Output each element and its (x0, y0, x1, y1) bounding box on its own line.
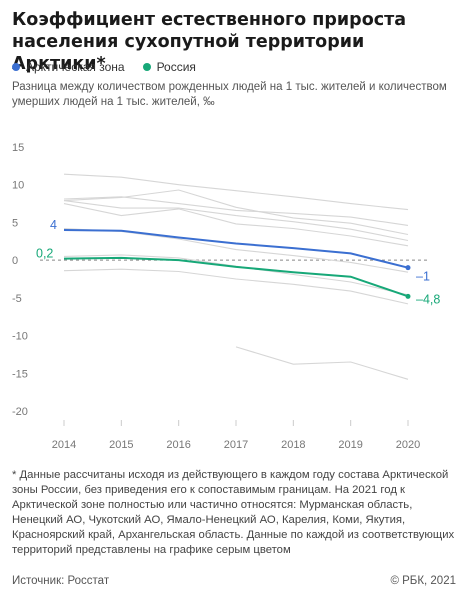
legend-item-russia: Россия (142, 60, 196, 74)
region-line (63, 189, 409, 236)
region-line (63, 173, 409, 211)
legend-dot-arctic (12, 63, 20, 71)
arctic-zone-line (63, 229, 409, 269)
y-tick-label: 10 (12, 180, 24, 192)
copyright-label: © РБК, 2021 (390, 575, 456, 587)
legend-item-arctic: Арктическая зона (12, 60, 125, 74)
x-tick-label: 2020 (396, 439, 420, 451)
region-line (63, 268, 409, 305)
legend-dot-russia (142, 63, 151, 71)
y-tick-label: -5 (12, 293, 22, 305)
x-tick-label: 2017 (224, 439, 248, 451)
region-line (63, 203, 409, 247)
russia-line (63, 256, 409, 298)
russia-line-end-point (405, 293, 411, 299)
x-tick-label: 2019 (338, 439, 362, 451)
line-chart: 15 10 5 0 -5 -10 -15 -20 2014 2015 2016 2017 2018 201… (12, 142, 440, 451)
y-tick-label: 15 (12, 142, 24, 154)
y-tick-label: 0 (12, 255, 18, 267)
legend-label-arctic: Арктическая зона (26, 60, 125, 74)
x-tick-label: 2014 (52, 439, 76, 451)
legend-label-russia: Россия (156, 60, 196, 74)
y-tick-label: -10 (12, 331, 28, 343)
x-tick-label: 2016 (166, 439, 190, 451)
chart-title: Коэффициент естественного прироста насел… (12, 10, 407, 74)
x-tick-label: 2018 (281, 439, 305, 451)
arctic-zone-line-last-label: –1 (416, 270, 430, 284)
y-tick-label: 5 (12, 217, 18, 229)
source-label: Источник: Росстат (12, 575, 110, 587)
legend: Арктическая зона Россия (12, 60, 214, 74)
arctic-zone-line-first-label: 4 (50, 218, 57, 232)
russia-line-last-label: –4,8 (416, 292, 440, 306)
region-line (63, 254, 409, 296)
y-tick-label: -20 (12, 406, 28, 418)
russia-line-first-label: 0,2 (36, 247, 53, 261)
region-line (63, 200, 409, 242)
x-tick-label: 2015 (109, 439, 133, 451)
arctic-zone-line-end-point (405, 265, 411, 271)
region-line (235, 346, 409, 380)
chart-subtitle: Разница между количеством рожденных люде… (12, 81, 447, 108)
region-line (63, 196, 409, 226)
footnote: * Данные рассчитаны исходя из действующе… (12, 469, 455, 556)
y-tick-label: -15 (12, 368, 28, 380)
